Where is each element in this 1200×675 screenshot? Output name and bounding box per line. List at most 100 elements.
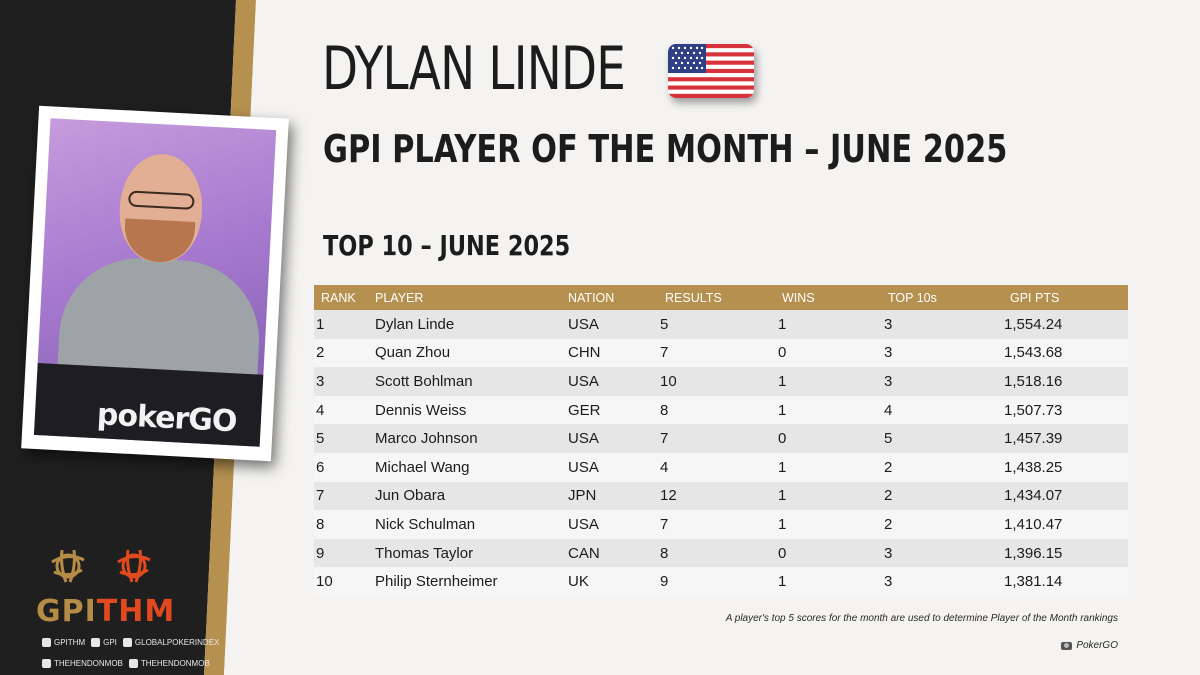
facebook-handle-2[interactable]: THEHENDONMOB — [128, 659, 210, 668]
cell-gpi-pts: 1,438.25 — [1004, 458, 1063, 476]
table-row: 10 Philip Sternheimer UK 9 1 3 1,381.14 — [314, 567, 1128, 596]
social-handles: GPITHM GPI GLOBALPOKERINDEX THEHENDONMOB… — [42, 636, 252, 675]
cell-wins: 0 — [778, 544, 787, 562]
column-header-rank: RANK — [321, 290, 356, 305]
cell-wins: 1 — [778, 458, 787, 476]
cell-player: Quan Zhou — [375, 344, 451, 362]
pokergo-logo: pokerGO — [96, 397, 238, 440]
cell-nation: USA — [568, 430, 599, 448]
table-header-row: RANK PLAYER NATION RESULTS WINS TOP 10s … — [314, 285, 1128, 310]
cell-wins: 0 — [778, 430, 787, 448]
cell-results: 7 — [660, 430, 669, 448]
cell-rank: 3 — [316, 372, 325, 390]
cell-rank: 9 — [316, 544, 325, 562]
cell-results: 7 — [660, 344, 669, 362]
cell-nation: USA — [568, 515, 599, 533]
cell-rank: 4 — [316, 401, 325, 419]
table-row: 7 Jun Obara JPN 12 1 2 1,434.07 — [314, 481, 1128, 511]
cell-rank: 1 — [316, 315, 325, 333]
cell-player: Nick Schulman — [375, 515, 476, 533]
cell-player: Scott Bohlman — [375, 372, 473, 390]
photo-credit-label: PokerGO — [1076, 640, 1118, 651]
cell-wins: 0 — [778, 344, 787, 362]
cell-top10s: 3 — [884, 344, 893, 362]
column-header-nation: NATION — [568, 290, 615, 305]
table-row: 5 Marco Johnson USA 7 0 5 1,457.39 — [314, 424, 1128, 453]
rankings-table: RANK PLAYER NATION RESULTS WINS TOP 10s … — [314, 285, 1128, 596]
page-subtitle: GPI PLAYER OF THE MONTH – JUNE 2025 — [323, 127, 1008, 171]
cell-player: Philip Sternheimer — [375, 573, 498, 591]
cell-nation: USA — [568, 458, 599, 476]
twitter-icon — [42, 659, 51, 668]
instagram-icon — [42, 638, 51, 647]
cell-nation: USA — [568, 315, 599, 333]
facebook-icon — [128, 659, 138, 668]
cell-results: 10 — [660, 372, 677, 390]
cell-results: 8 — [660, 544, 669, 562]
facebook-icon — [122, 638, 132, 647]
cell-rank: 8 — [316, 515, 325, 533]
table-row: 3 Scott Bohlman USA 10 1 3 1,518.16 — [314, 367, 1128, 396]
cell-top10s: 3 — [884, 372, 893, 390]
cell-top10s: 2 — [884, 487, 893, 505]
cell-nation: GER — [568, 401, 601, 419]
cell-nation: UK — [568, 573, 589, 591]
cell-rank: 2 — [316, 344, 325, 362]
cell-nation: CAN — [568, 544, 600, 562]
instagram-handle[interactable]: GPITHM — [42, 638, 85, 647]
cell-wins: 1 — [778, 372, 787, 390]
twitter-handle-2[interactable]: THEHENDONMOB — [42, 659, 123, 668]
cell-rank: 10 — [316, 573, 333, 591]
cell-player: Dennis Weiss — [375, 401, 467, 419]
cell-wins: 1 — [778, 573, 787, 591]
table-row: 4 Dennis Weiss GER 8 1 4 1,507.73 — [314, 395, 1128, 425]
player-photo: pokerGO — [33, 118, 277, 447]
cell-nation: JPN — [568, 487, 597, 505]
cell-top10s: 5 — [884, 430, 893, 448]
globe-icon-orange — [117, 549, 151, 583]
cell-gpi-pts: 1,434.07 — [1004, 487, 1063, 505]
cell-gpi-pts: 1,381.14 — [1004, 573, 1063, 591]
section-title: TOP 10 – JUNE 2025 — [323, 229, 571, 262]
camera-icon — [1061, 641, 1073, 650]
cell-player: Marco Johnson — [375, 430, 478, 448]
cell-results: 7 — [660, 515, 669, 533]
cell-wins: 1 — [778, 315, 787, 333]
cell-results: 8 — [660, 401, 669, 419]
cell-player: Dylan Linde — [375, 315, 455, 333]
column-header-player: PLAYER — [375, 290, 424, 305]
cell-gpi-pts: 1,410.47 — [1004, 515, 1063, 533]
twitter-handle[interactable]: GPI — [91, 638, 117, 647]
table-row: 1 Dylan Linde USA 5 1 3 1,554.24 — [314, 310, 1128, 339]
cell-rank: 7 — [316, 487, 325, 505]
column-header-wins: WINS — [782, 290, 815, 305]
cell-gpi-pts: 1,396.15 — [1004, 544, 1063, 562]
cell-nation: USA — [568, 372, 599, 390]
cell-top10s: 3 — [884, 573, 893, 591]
cell-gpi-pts: 1,507.73 — [1004, 401, 1063, 419]
gpi-wordmark: GPITHM — [36, 594, 176, 629]
cell-wins: 1 — [778, 487, 787, 505]
cell-rank: 6 — [316, 458, 325, 476]
cell-player: Thomas Taylor — [375, 544, 474, 562]
cell-top10s: 2 — [884, 515, 893, 533]
cell-player: Jun Obara — [375, 487, 446, 505]
facebook-handle[interactable]: GLOBALPOKERINDEX — [122, 638, 219, 647]
player-name: DYLAN LINDE — [322, 34, 626, 104]
cell-gpi-pts: 1,518.16 — [1004, 372, 1063, 390]
photo-credit: PokerGO — [1061, 640, 1118, 651]
cell-gpi-pts: 1,554.24 — [1004, 315, 1063, 333]
cell-results: 12 — [660, 487, 677, 505]
usa-flag-icon — [668, 44, 754, 98]
cell-rank: 5 — [316, 430, 325, 448]
cell-results: 4 — [660, 458, 669, 476]
cell-top10s: 3 — [884, 544, 893, 562]
table-row: 2 Quan Zhou CHN 7 0 3 1,543.68 — [314, 338, 1128, 368]
cell-gpi-pts: 1,543.68 — [1004, 344, 1063, 362]
gpi-thm-logo: GPITHM — [36, 548, 186, 632]
cell-gpi-pts: 1,457.39 — [1004, 430, 1063, 448]
table-row: 6 Michael Wang USA 4 1 2 1,438.25 — [314, 452, 1128, 482]
twitter-icon — [91, 638, 101, 647]
column-header-results: RESULTS — [665, 290, 722, 305]
cell-player: Michael Wang — [375, 458, 470, 476]
